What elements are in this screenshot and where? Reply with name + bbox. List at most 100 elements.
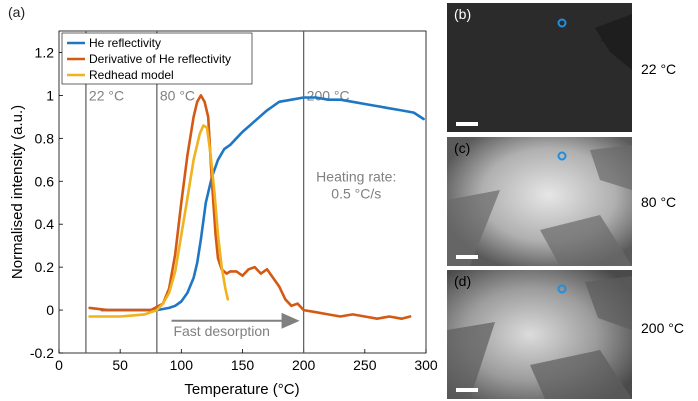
series-2-point	[174, 270, 176, 273]
series-1-point	[203, 101, 206, 103]
series-0-point	[376, 105, 378, 107]
micrograph-d-texture	[447, 276, 632, 399]
series-group	[88, 94, 425, 321]
scale-bar-d	[456, 388, 478, 392]
series-1-point	[180, 202, 182, 204]
series-1-point	[388, 315, 390, 318]
series-0-point	[174, 305, 176, 307]
x-tick-group: 0 50 100 150 200 250 300	[55, 349, 438, 373]
fast-desorption-label: Fast desorption	[173, 323, 270, 339]
series-1-point	[241, 275, 244, 277]
y-tick-label: 0	[46, 302, 54, 318]
probe-marker-c	[557, 151, 567, 161]
series-0-point	[186, 292, 189, 294]
y-tick-label: 0.6	[35, 173, 55, 189]
series-0-point	[352, 101, 354, 103]
series-0-point	[339, 99, 341, 101]
series-1-point	[107, 309, 109, 311]
vline-label: 22 °C	[89, 87, 124, 103]
series-2-point	[192, 159, 195, 161]
series-2-point	[213, 191, 215, 193]
series-1-point	[192, 116, 195, 118]
series-1-point	[339, 315, 341, 318]
x-tick-label: 100	[170, 357, 194, 373]
series-1-point	[278, 285, 280, 288]
series-0-point	[303, 96, 305, 99]
series-1-point	[88, 307, 91, 309]
series-0-point	[327, 99, 329, 101]
series-0-point	[241, 131, 244, 133]
series-1-point	[400, 318, 403, 320]
scale-bar-b	[456, 122, 478, 126]
heating-rate-label: Heating rate:	[316, 168, 396, 184]
series-1-point	[260, 272, 262, 275]
legend-label-derivative: Derivative of He reflectivity	[89, 52, 231, 66]
series-1-point	[214, 234, 217, 236]
series-1-point	[186, 154, 189, 157]
series-1-point	[290, 305, 293, 307]
panel-label-d: (d)	[454, 273, 471, 289]
series-2-point	[119, 315, 121, 318]
series-2-point	[144, 313, 146, 315]
y-tick-label: 0.2	[35, 259, 55, 275]
series-2-point	[156, 309, 158, 311]
series-1-point	[225, 272, 228, 275]
vline-group: 22 °C 80 °C 200 °C	[85, 31, 350, 353]
series-0-point	[235, 137, 237, 139]
series-1-point	[409, 315, 411, 318]
micrograph-c-texture	[447, 145, 632, 266]
image-panel-d: (d) 200 °C	[447, 270, 684, 399]
series-1-point	[303, 309, 305, 311]
series-0-point	[180, 300, 182, 303]
series-0-point	[290, 99, 293, 101]
series-1-point	[200, 94, 202, 96]
series-2-point	[199, 133, 201, 135]
series-0-point	[266, 109, 268, 112]
series-0-point	[196, 262, 198, 264]
series-1-point	[315, 311, 317, 313]
series-1-point	[248, 268, 250, 270]
series-0-point	[400, 109, 403, 112]
panel-label-b: (b)	[454, 6, 471, 22]
series-1-point	[376, 318, 378, 320]
series-1-point	[196, 101, 198, 103]
series-1-point	[284, 298, 286, 300]
series-0-point	[413, 111, 415, 114]
micrograph-b	[447, 3, 632, 132]
x-axis-label: Temperature (°C)	[184, 381, 299, 398]
y-tick-label: 0.4	[35, 216, 55, 232]
series-0-point	[364, 103, 366, 105]
temperature-label-b: 22 °C	[641, 61, 676, 77]
series-2-point	[88, 315, 91, 318]
legend-label-redhead: Redhead model	[89, 68, 174, 82]
x-tick-label: 150	[231, 357, 255, 373]
series-line-0	[100, 96, 425, 312]
x-tick-label: 300	[414, 357, 438, 373]
series-1-point	[296, 303, 299, 305]
series-2-point	[186, 197, 189, 200]
series-1-point	[207, 116, 209, 118]
series-0-point	[168, 307, 170, 309]
y-axis-label: Normalised intensity (a.u.)	[9, 105, 26, 279]
series-0-point	[388, 107, 390, 109]
x-tick-label: 0	[55, 357, 63, 373]
series-2-point	[206, 127, 208, 129]
series-1-point	[364, 315, 366, 318]
series-0-point	[200, 238, 202, 240]
series-0-point	[205, 202, 207, 204]
series-2-point	[227, 298, 229, 300]
series-2-point	[162, 303, 164, 305]
y-tick-label: 0.8	[35, 130, 55, 146]
series-0-point	[278, 101, 280, 103]
series-0-point	[422, 118, 425, 120]
series-0-point	[192, 277, 195, 279]
series-0-point	[229, 144, 231, 146]
vline-label: 80 °C	[160, 87, 195, 103]
series-1-point	[254, 266, 256, 268]
series-0-point	[315, 96, 317, 99]
series-2-point	[210, 154, 212, 157]
series-1-point	[174, 253, 176, 255]
legend-label-he: He reflectivity	[89, 36, 161, 50]
panel-label-a: (a)	[8, 4, 25, 20]
legend-box	[61, 32, 253, 85]
